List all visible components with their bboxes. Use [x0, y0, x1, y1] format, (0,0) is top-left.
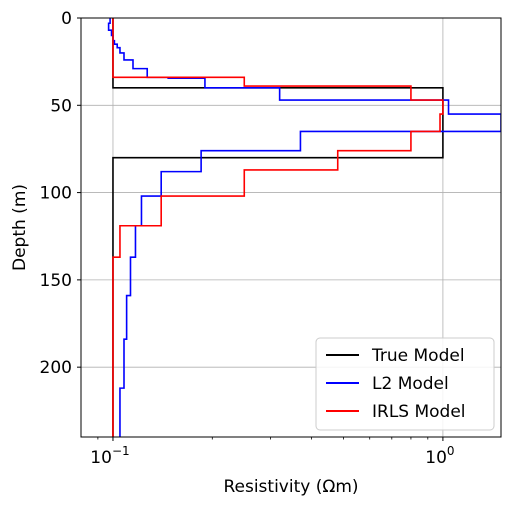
y-tick-label: 150	[40, 271, 72, 291]
x-axis-label: Resistivity (Ωm)	[223, 477, 358, 497]
plot-area-frame	[80, 17, 502, 438]
x-tick-label: 10−1	[90, 444, 129, 468]
legend-box	[315, 337, 495, 431]
y-tick-label: 0	[61, 9, 72, 29]
legend-label: L2 Model	[372, 374, 449, 394]
x-tick-label: 100	[425, 444, 454, 468]
legend-label: True Model	[371, 346, 465, 366]
y-tick-label: 200	[40, 358, 72, 378]
axis-ticks: 0 50 100 150 200 10−1 100	[40, 9, 455, 468]
legend-label: IRLS Model	[372, 402, 466, 422]
legend: True Model L2 Model IRLS Model	[315, 337, 495, 431]
y-tick-label: 100	[40, 184, 72, 204]
series-line-irls-model	[112, 18, 444, 437]
y-axis-label: Depth (m)	[10, 184, 30, 271]
series-lines	[107, 18, 501, 437]
series-line-l2-model	[107, 18, 501, 437]
y-tick-label: 50	[50, 96, 72, 116]
